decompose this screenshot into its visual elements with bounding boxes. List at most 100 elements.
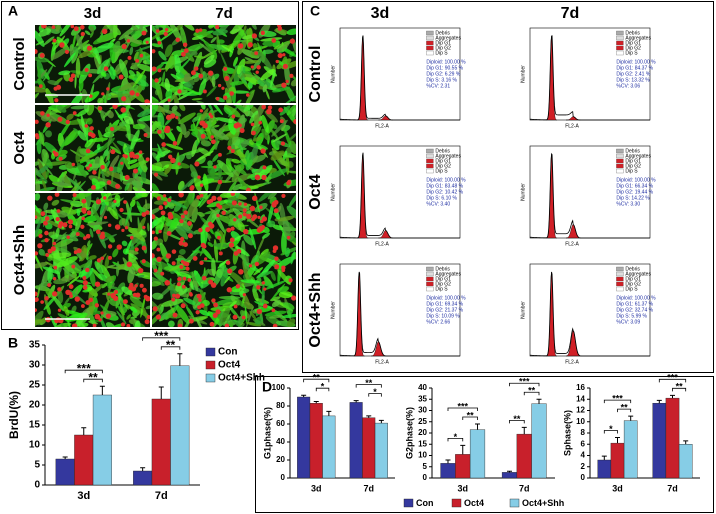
nucleus [35, 297, 38, 302]
cell-body [137, 274, 145, 278]
cell-body [117, 156, 125, 174]
nucleus [129, 151, 135, 157]
cell-body [207, 233, 212, 239]
nucleus [217, 196, 222, 202]
cell-body [41, 149, 48, 164]
cell-body [243, 105, 254, 112]
nucleus [250, 65, 254, 69]
nucleus [188, 318, 194, 324]
cell-body [254, 316, 264, 325]
nucleus [175, 37, 181, 43]
cell-body [164, 163, 173, 175]
cell-body [272, 224, 284, 231]
cell-body [200, 105, 206, 110]
cell-body [215, 298, 237, 306]
cell-body [89, 31, 94, 38]
cell-body [142, 37, 150, 45]
micrograph [152, 25, 296, 103]
cells [152, 105, 296, 191]
nucleus [100, 231, 105, 236]
cell-body [164, 78, 171, 92]
cell-body [232, 183, 243, 191]
row-label: Control [11, 37, 28, 90]
nucleus [71, 323, 78, 327]
legend-swatch [426, 45, 434, 51]
significance-bracket [315, 387, 330, 392]
nucleus [126, 324, 131, 327]
cell-body [131, 180, 143, 189]
cell-body [165, 143, 184, 151]
legend-swatch [616, 281, 624, 287]
nucleus [257, 215, 261, 220]
cell-body [277, 269, 291, 286]
nucleus [213, 165, 217, 169]
nucleus [166, 230, 172, 236]
nucleus [53, 151, 59, 157]
cell-body [205, 210, 216, 225]
stat-line: Dip S: 6.10 % [426, 195, 457, 201]
nucleus [199, 260, 204, 266]
nucleus [223, 66, 228, 71]
legend-label: Oct4+Shh [522, 498, 564, 508]
nucleus [272, 245, 279, 251]
legend-swatch [426, 153, 434, 159]
y-tick-label: 30 [418, 406, 427, 415]
nucleus [229, 237, 235, 243]
cell-body [102, 231, 115, 241]
cell-body [228, 300, 237, 309]
significance: *** [612, 394, 623, 404]
error-bar [670, 394, 675, 399]
nucleus [208, 70, 214, 76]
cell-body [165, 88, 173, 100]
panel-label: D [262, 379, 272, 395]
cell-body [203, 54, 215, 65]
significance: ** [528, 386, 536, 396]
y-tick-label: 20 [276, 455, 285, 464]
nucleus [115, 183, 121, 189]
significance: ** [676, 382, 684, 392]
nucleus [162, 194, 167, 198]
cell-body [270, 150, 285, 161]
cell-body [235, 193, 241, 199]
legend-swatch [616, 153, 624, 159]
nucleus [256, 308, 263, 315]
significance: * [373, 387, 377, 397]
nucleus [172, 140, 178, 146]
cell-body [179, 177, 195, 191]
cells [35, 25, 150, 103]
nucleus [110, 149, 116, 155]
nucleus [282, 63, 288, 70]
cell-body [261, 259, 276, 275]
nucleus [165, 253, 172, 259]
significance: *** [154, 329, 168, 343]
y-axis-label: G2phase(%) [404, 407, 414, 459]
cell-body [145, 305, 150, 310]
cell-body [142, 53, 150, 64]
nucleus [218, 251, 223, 256]
significance: ** [621, 403, 629, 413]
significance: *** [77, 361, 91, 375]
cell-body [127, 267, 135, 284]
cell-body [125, 240, 132, 254]
cells [152, 193, 296, 327]
nucleus [282, 53, 286, 57]
cell-body [171, 105, 178, 112]
nucleus [198, 28, 203, 32]
legend-swatch [426, 30, 434, 36]
cell-body [211, 76, 216, 88]
cell-body [191, 72, 201, 79]
nucleus [71, 264, 76, 269]
cell-body [158, 105, 166, 116]
g2-peak [371, 341, 386, 357]
nucleus [231, 200, 237, 206]
cell-body [227, 202, 248, 213]
cell-body [195, 150, 214, 162]
stat-line: Diploid: 100.00 % [616, 295, 656, 301]
cell-body [92, 67, 109, 84]
nucleus [141, 212, 147, 217]
nucleus [177, 162, 181, 166]
stat-line: %CV: 3.40 [426, 201, 450, 207]
nucleus [69, 294, 73, 299]
nucleus [35, 308, 38, 312]
nucleus [156, 196, 161, 201]
